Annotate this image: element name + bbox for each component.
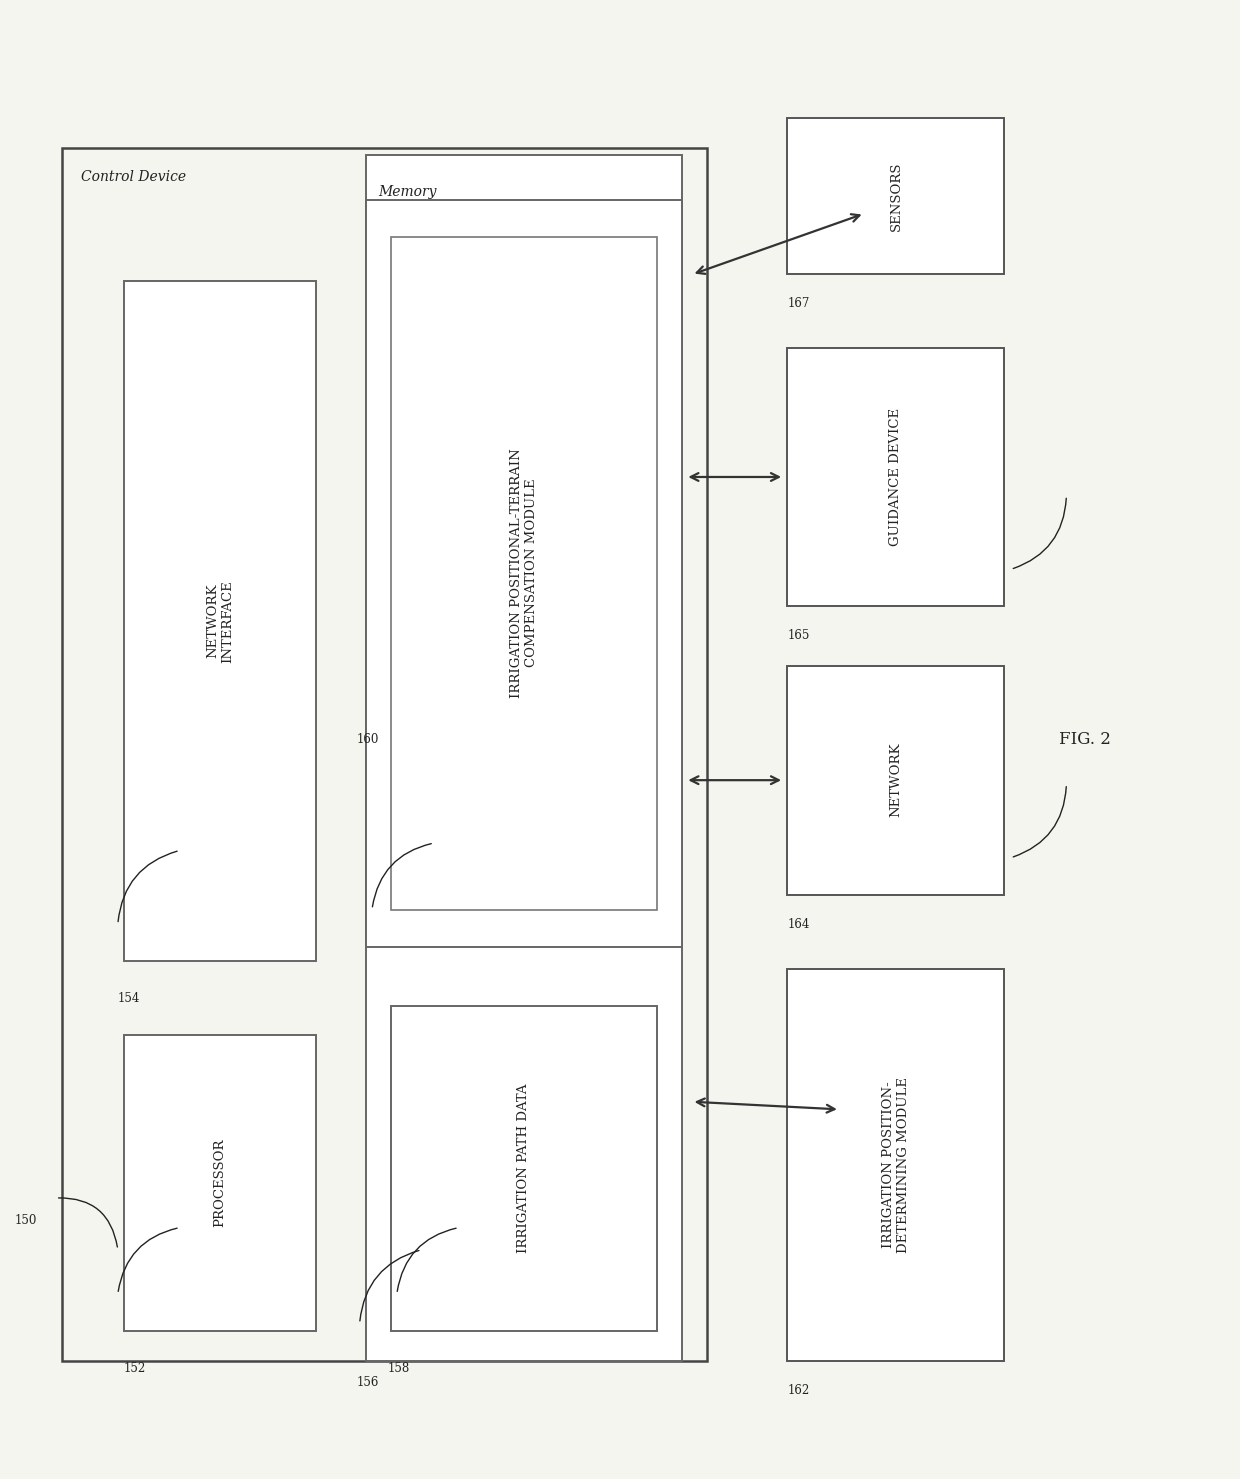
Text: IRRIGATION POSITIONAL-TERRAIN
COMPENSATION MODULE: IRRIGATION POSITIONAL-TERRAIN COMPENSATI… [510, 448, 538, 698]
Text: 162: 162 [787, 1384, 810, 1396]
Text: IRRIGATION PATH DATA: IRRIGATION PATH DATA [517, 1084, 531, 1253]
Bar [366, 155, 682, 1361]
Bar [391, 237, 657, 910]
Bar [787, 666, 1004, 895]
Text: 154: 154 [118, 992, 140, 1004]
Bar [787, 969, 1004, 1361]
Text: 160: 160 [357, 734, 379, 745]
Text: 150: 150 [15, 1214, 37, 1226]
Bar [124, 281, 316, 961]
Text: Memory: Memory [378, 185, 436, 198]
Text: GUIDANCE DEVICE: GUIDANCE DEVICE [889, 408, 903, 546]
Text: NETWORK
INTERFACE: NETWORK INTERFACE [206, 580, 234, 663]
Text: Control Device: Control Device [81, 170, 186, 183]
Text: 156: 156 [357, 1377, 379, 1389]
Bar [366, 200, 682, 947]
Text: 158: 158 [388, 1362, 410, 1374]
Text: IRRIGATION POSITION-
DETERMINING MODULE: IRRIGATION POSITION- DETERMINING MODULE [882, 1077, 910, 1253]
Bar [124, 1035, 316, 1331]
Bar [787, 348, 1004, 606]
Bar [62, 148, 707, 1361]
Text: 164: 164 [787, 918, 810, 930]
Text: SENSORS: SENSORS [889, 161, 903, 231]
Text: PROCESSOR: PROCESSOR [213, 1139, 227, 1228]
Text: 165: 165 [787, 630, 810, 642]
Text: 167: 167 [787, 297, 810, 309]
Text: NETWORK: NETWORK [889, 742, 903, 818]
Text: FIG. 2: FIG. 2 [1059, 731, 1111, 748]
Bar [787, 118, 1004, 274]
Bar [391, 1006, 657, 1331]
Text: 152: 152 [124, 1362, 146, 1374]
